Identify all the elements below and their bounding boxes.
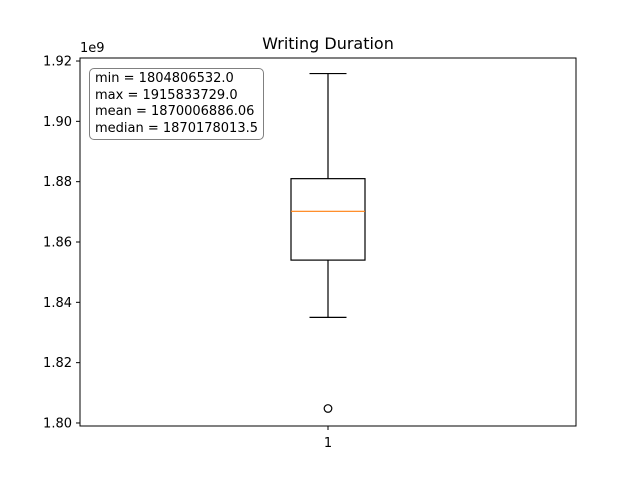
y-tick-label: 1.92 <box>43 55 72 70</box>
y-tick-label: 1.88 <box>43 175 72 190</box>
x-tick-label: 1 <box>324 436 332 451</box>
y-offset-label: 1e9 <box>80 41 105 56</box>
x-axis: 1 <box>324 426 332 451</box>
y-tick-label: 1.84 <box>43 296 72 311</box>
stats-median: median = 1870178013.5 <box>95 120 259 136</box>
stats-max: max = 1915833729.0 <box>95 87 238 103</box>
chart-title: Writing Duration <box>262 34 394 53</box>
stats-mean: mean = 1870006886.06 <box>95 104 255 119</box>
y-tick-label: 1.90 <box>43 115 72 130</box>
y-axis: 1.80 1.82 1.84 1.86 1.88 1.90 1.92 <box>43 55 80 431</box>
outlier-point <box>323 404 333 413</box>
stats-annotation-box: min = 1804806532.0 max = 1915833729.0 me… <box>89 68 265 140</box>
iqr-box <box>290 178 366 261</box>
stats-min: min = 1804806532.0 <box>95 71 234 86</box>
y-tick-label: 1.80 <box>43 416 72 431</box>
y-tick-label: 1.86 <box>43 236 72 251</box>
y-tick-label: 1.82 <box>43 356 72 371</box>
box-plot-series <box>290 72 366 413</box>
